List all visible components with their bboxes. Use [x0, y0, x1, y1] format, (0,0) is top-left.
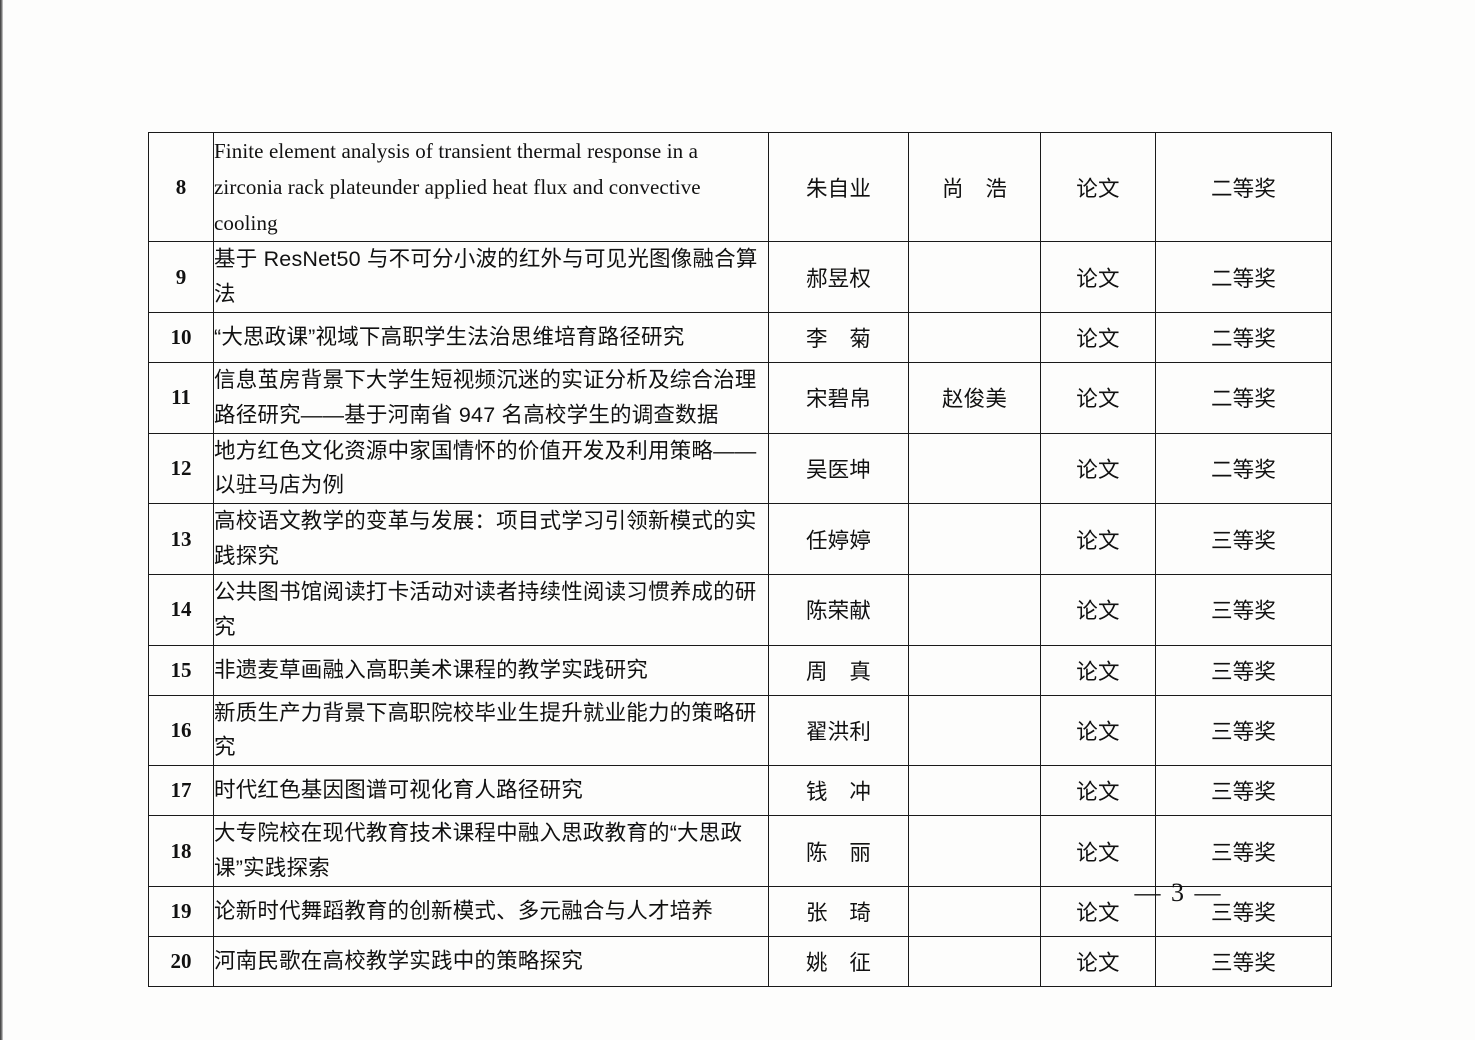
primary-author-cell: 吴医坤 — [768, 432, 909, 505]
work-type-cell: 论文 — [1040, 815, 1156, 887]
scan-edge-artifact — [0, 0, 3, 1040]
work-type-cell: 论文 — [1040, 131, 1156, 243]
award-level-cell: 二等奖 — [1155, 432, 1332, 505]
table-row: 14 公共图书馆阅读打卡活动对读者持续性阅读习惯养成的研究 陈荣献 论文 三等奖 — [148, 573, 1332, 646]
table-row: 18 大专院校在现代教育技术课程中融入思政教育的“大思政课”实践探索陈 丽 论文 三等… — [148, 815, 1332, 887]
work-title-cell: 时代红色基因图谱可视化育人路径研究 — [213, 765, 769, 817]
work-title-cell: Finite element analysis of transient the… — [213, 131, 769, 243]
secondary-author-cell — [908, 644, 1041, 696]
table-row: 12 地方红色文化资源中家国情怀的价值开发及利用策略——以驻马店为例 吴医坤 论文 二等… — [148, 432, 1332, 505]
award-list-table: 8 Finite element analysis of transient th… — [148, 131, 1332, 987]
secondary-author-cell — [908, 935, 1041, 987]
work-type-cell: 论文 — [1040, 573, 1156, 646]
secondary-author-cell — [908, 311, 1041, 363]
primary-author-cell: 钱 冲 — [768, 765, 909, 817]
primary-author-cell: 朱自业 — [768, 131, 909, 243]
primary-author-cell: 李 菊 — [768, 311, 909, 363]
work-type-cell: 论文 — [1040, 361, 1156, 434]
work-title-cell: 非遗麦草画融入高职美术课程的教学实践研究 — [213, 644, 769, 696]
work-type-cell: 论文 — [1040, 503, 1156, 575]
row-index-cell: 15 — [148, 644, 214, 696]
work-type-cell: 论文 — [1040, 644, 1156, 696]
row-index-cell: 20 — [148, 935, 214, 987]
work-type-cell: 论文 — [1040, 432, 1156, 505]
work-type-cell: 论文 — [1040, 765, 1156, 817]
work-title-cell: 公共图书馆阅读打卡活动对读者持续性阅读习惯养成的研究 — [213, 573, 769, 646]
award-level-cell: 二等奖 — [1155, 241, 1332, 313]
row-index-cell: 18 — [148, 815, 214, 887]
table-row: 20 河南民歌在高校教学实践中的策略探究姚 征 论文 三等奖 — [148, 935, 1332, 987]
award-level-cell: 三等奖 — [1155, 644, 1332, 696]
row-index-cell: 17 — [148, 765, 214, 817]
work-type-cell: 论文 — [1040, 935, 1156, 987]
secondary-author-cell — [908, 815, 1041, 887]
page-footer: — 3 — — [0, 878, 1475, 908]
row-index-cell: 16 — [148, 694, 214, 767]
table-row: 8 Finite element analysis of transient th… — [148, 131, 1332, 243]
row-index-cell: 9 — [148, 241, 214, 313]
table-row: 15 非遗麦草画融入高职美术课程的教学实践研究周 真 论文 三等奖 — [148, 644, 1332, 696]
row-index-cell: 13 — [148, 503, 214, 575]
row-index-cell: 14 — [148, 573, 214, 646]
table-row: 11 信息茧房背景下大学生短视频沉迷的实证分析及综合治理路径研究——基于河南省 9… — [148, 361, 1332, 434]
primary-author-cell: 周 真 — [768, 644, 909, 696]
secondary-author-cell — [908, 694, 1041, 767]
table-row: 19 论新时代舞蹈教育的创新模式、多元融合与人才培养张 琦论文 三等奖 — [148, 885, 1332, 937]
row-index-cell: 8 — [148, 131, 214, 243]
secondary-author-cell — [908, 432, 1041, 505]
primary-author-cell: 张 琦 — [768, 885, 909, 937]
primary-author-cell: 陈 丽 — [768, 815, 909, 887]
work-title-cell: “大思政课”视域下高职学生法治思维培育路径研究 — [213, 311, 769, 363]
work-type-cell: 论文 — [1040, 694, 1156, 767]
award-level-cell: 三等奖 — [1155, 815, 1332, 887]
secondary-author-cell — [908, 765, 1041, 817]
secondary-author-cell: 尚 浩 — [908, 131, 1041, 243]
award-level-cell: 三等奖 — [1155, 694, 1332, 767]
work-title-cell: 论新时代舞蹈教育的创新模式、多元融合与人才培养 — [213, 885, 769, 937]
work-title-cell: 地方红色文化资源中家国情怀的价值开发及利用策略——以驻马店为例 — [213, 432, 769, 505]
page-number-label: — 3 — — [1134, 878, 1223, 907]
table-row: 17 时代红色基因图谱可视化育人路径研究钱 冲 论文 三等奖 — [148, 765, 1332, 817]
primary-author-cell: 任婷婷 — [768, 503, 909, 575]
work-type-cell: 论文 — [1040, 241, 1156, 313]
secondary-author-cell — [908, 241, 1041, 313]
row-index-cell: 12 — [148, 432, 214, 505]
secondary-author-cell — [908, 503, 1041, 575]
table-row: 10 “大思政课”视域下高职学生法治思维培育路径研究李 菊 论文 二等奖 — [148, 311, 1332, 363]
award-level-cell: 三等奖 — [1155, 503, 1332, 575]
secondary-author-cell — [908, 573, 1041, 646]
work-type-cell: 论文 — [1040, 311, 1156, 363]
primary-author-cell: 姚 征 — [768, 935, 909, 987]
primary-author-cell: 陈荣献 — [768, 573, 909, 646]
row-index-cell: 10 — [148, 311, 214, 363]
work-title-cell: 基于 ResNet50 与不可分小波的红外与可见光图像融合算法 — [213, 241, 769, 313]
table-row: 13 高校语文教学的变革与发展：项目式学习引领新模式的实践探究 任婷婷 论文 三等奖 — [148, 503, 1332, 575]
row-index-cell: 19 — [148, 885, 214, 937]
work-title-cell: 河南民歌在高校教学实践中的策略探究 — [213, 935, 769, 987]
work-title-cell: 大专院校在现代教育技术课程中融入思政教育的“大思政课”实践探索 — [213, 815, 769, 887]
award-level-cell: 二等奖 — [1155, 131, 1332, 243]
row-index-cell: 11 — [148, 361, 214, 434]
work-title-cell: 新质生产力背景下高职院校毕业生提升就业能力的策略研究 — [213, 694, 769, 767]
primary-author-cell: 郝昱权 — [768, 241, 909, 313]
award-level-cell: 二等奖 — [1155, 311, 1332, 363]
table-row: 9 基于 ResNet50 与不可分小波的红外与可见光图像融合算法 郝昱权 论文 二等奖 — [148, 241, 1332, 313]
award-level-cell: 三等奖 — [1155, 935, 1332, 987]
primary-author-cell: 翟洪利 — [768, 694, 909, 767]
secondary-author-cell: 赵俊美 — [908, 361, 1041, 434]
work-title-cell: 高校语文教学的变革与发展：项目式学习引领新模式的实践探究 — [213, 503, 769, 575]
primary-author-cell: 宋碧帛 — [768, 361, 909, 434]
award-level-cell: 三等奖 — [1155, 765, 1332, 817]
award-level-cell: 二等奖 — [1155, 361, 1332, 434]
work-title-cell: 信息茧房背景下大学生短视频沉迷的实证分析及综合治理路径研究——基于河南省 947… — [213, 361, 769, 434]
award-list-table-body: 8 Finite element analysis of transient th… — [148, 131, 1332, 987]
award-level-cell: 三等奖 — [1155, 573, 1332, 646]
table-row: 16 新质生产力背景下高职院校毕业生提升就业能力的策略研究 翟洪利 论文 三等奖 — [148, 694, 1332, 767]
